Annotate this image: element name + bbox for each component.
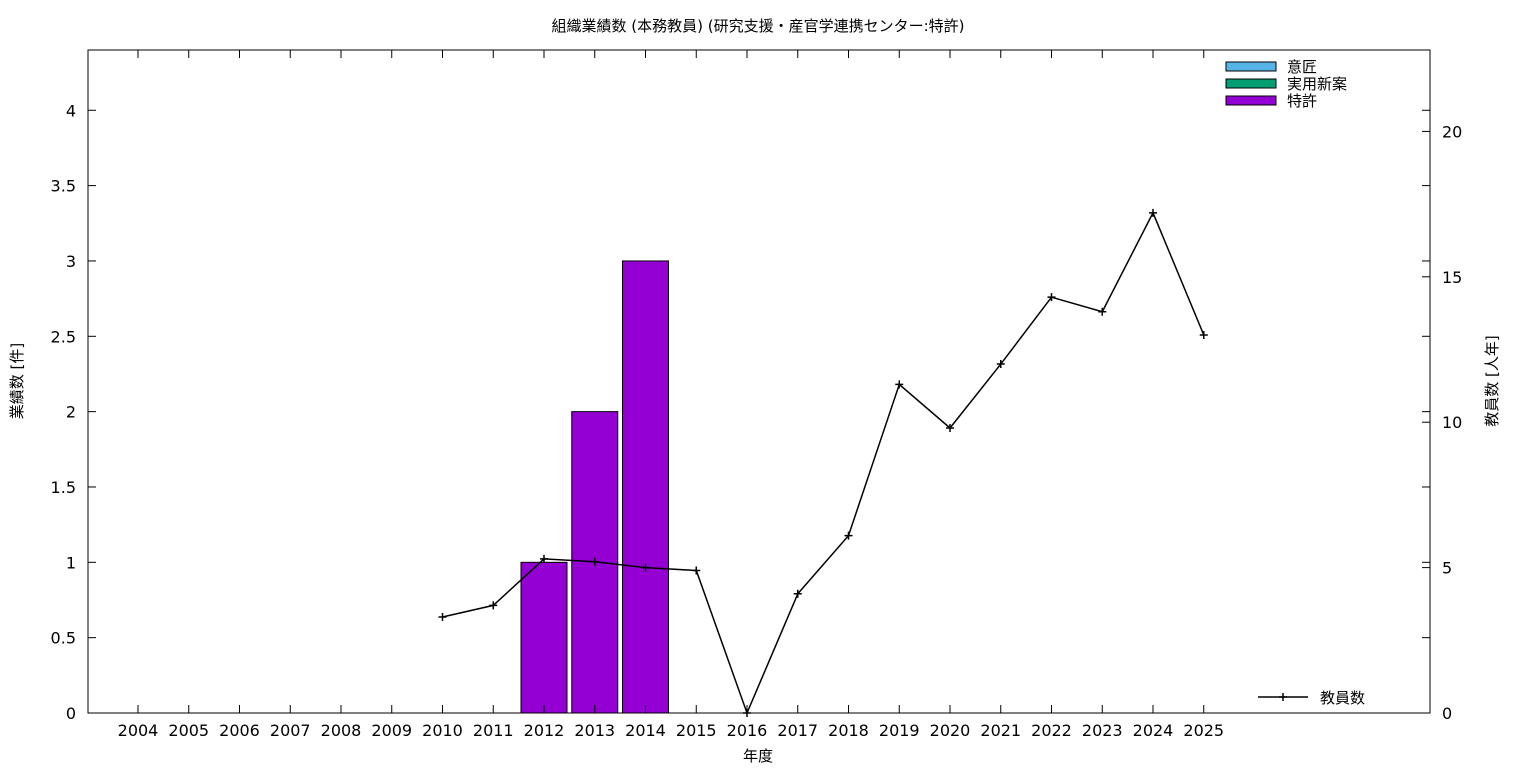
y-tick-label: 3.5	[51, 177, 76, 196]
point-教員数-2013	[590, 557, 599, 566]
legend-swatch-意匠	[1225, 61, 1277, 72]
y-tick-label: 4	[66, 101, 76, 120]
x-tick-label: 2004	[118, 721, 159, 740]
legend-label-実用新案: 実用新案	[1287, 75, 1347, 93]
x-tick-label: 2019	[879, 721, 920, 740]
x-tick-label: 2020	[930, 721, 971, 740]
legend-marker-教員数	[1279, 693, 1287, 701]
x-tick-label: 2018	[828, 721, 869, 740]
legend-swatch-実用新案	[1225, 78, 1277, 89]
y-axis-title: 業績数 [件]	[8, 343, 26, 419]
line-series	[438, 208, 1208, 717]
y-tick-label: 0	[66, 704, 76, 723]
x-tick-label: 2016	[727, 721, 768, 740]
x-tick-label: 2009	[371, 721, 412, 740]
y2-tick-label: 20	[1442, 122, 1462, 141]
x-tick-label: 2015	[676, 721, 717, 740]
x-tick-label: 2008	[321, 721, 362, 740]
x-tick-label: 2006	[219, 721, 260, 740]
point-教員数-2025	[1199, 330, 1208, 339]
y2-axis-title: 教員数 [人年]	[1483, 335, 1501, 426]
point-教員数-2014	[641, 563, 650, 572]
bars	[520, 260, 669, 714]
y-tick-label: 1	[66, 553, 76, 572]
point-教員数-2012	[540, 554, 548, 563]
y-tick-label: 3	[66, 252, 76, 271]
point-教員数-2022	[1047, 293, 1056, 302]
ticks: 0 0.5 1 1.5 2 2.5 3 3.5 4 0 5 10 15 20 2004 2005 2006 200…	[51, 50, 1462, 740]
point-教員数-2011	[489, 601, 498, 610]
point-教員数-2017	[793, 589, 802, 598]
point-教員数-2015	[692, 566, 701, 575]
x-tick-label: 2014	[625, 721, 666, 740]
x-tick-label: 2007	[270, 721, 311, 740]
legend-swatch-特許	[1225, 95, 1277, 106]
series-line-教員数	[442, 211, 1205, 716]
y-tick-label: 0.5	[51, 629, 76, 648]
legend-label-教員数: 教員数	[1320, 689, 1365, 707]
chart-title: 組織業績数 (本務教員) (研究支援・産官学連携センター:特許)	[551, 17, 964, 35]
x-axis-title: 年度	[743, 747, 773, 765]
x-tick-label: 2021	[980, 721, 1021, 740]
point-教員数-2021	[996, 360, 1005, 369]
point-教員数-2018	[844, 531, 853, 540]
x-tick-label: 2011	[473, 721, 514, 740]
x-tick-label: 2013	[574, 721, 615, 740]
point-教員数-2019	[895, 380, 904, 389]
x-tick-label: 2005	[168, 721, 209, 740]
x-tick-label: 2023	[1082, 721, 1123, 740]
legend-label-特許: 特許	[1287, 92, 1317, 110]
y2-tick-label: 15	[1442, 268, 1462, 287]
y2-tick-label: 10	[1442, 413, 1462, 432]
point-教員数-2024	[1149, 208, 1157, 217]
x-tick-label: 2024	[1133, 721, 1174, 740]
point-教員数-2020	[946, 424, 954, 433]
y-tick-label: 1.5	[51, 478, 76, 497]
y-tick-label: 2.5	[51, 327, 76, 346]
y2-tick-label: 0	[1442, 704, 1452, 723]
y2-tick-label: 5	[1442, 559, 1452, 578]
x-tick-label: 2017	[777, 721, 818, 740]
point-教員数-2010	[438, 613, 447, 622]
bar-特許-2012	[520, 561, 568, 714]
bar-特許-2014	[622, 260, 669, 714]
x-tick-label: 2010	[422, 721, 463, 740]
x-tick-label: 2012	[524, 721, 565, 740]
legend-label-意匠: 意匠	[1287, 58, 1317, 76]
point-教員数-2023	[1098, 307, 1107, 316]
x-tick-label: 2025	[1183, 721, 1224, 740]
axes	[87, 49, 1431, 714]
y-tick-label: 2	[66, 403, 76, 422]
plot-frame	[87, 49, 1431, 714]
x-tick-label: 2022	[1031, 721, 1072, 740]
